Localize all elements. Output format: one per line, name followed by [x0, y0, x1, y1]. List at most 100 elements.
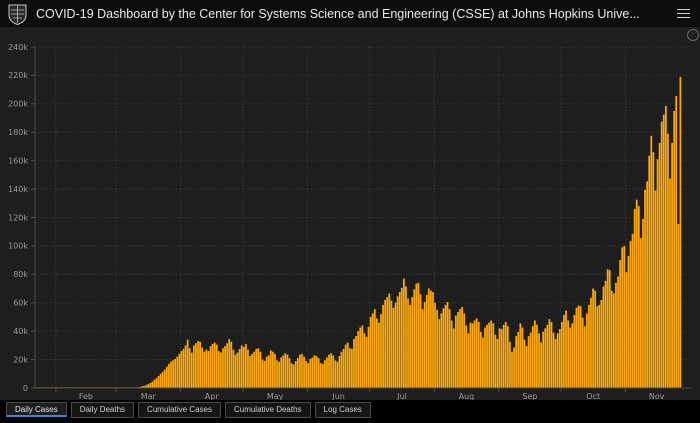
- axis-tick-labels: 0 20k 40k 60k 80k 100k 120k 140k 160k 180k 200k 220…: [8, 43, 665, 400]
- bar: [561, 321, 563, 388]
- y-tick-label: 80k: [13, 270, 28, 279]
- bar: [390, 300, 393, 388]
- bar: [465, 325, 468, 388]
- bar: [623, 245, 626, 388]
- bar: [178, 353, 181, 388]
- y-tick-label: 240k: [8, 43, 28, 52]
- bar: [336, 361, 339, 388]
- tab-log-cases[interactable]: Log Cases: [314, 402, 371, 418]
- bar: [540, 342, 542, 388]
- bar: [174, 358, 177, 388]
- tab-daily-cases[interactable]: Daily Cases: [6, 402, 67, 417]
- bar: [386, 297, 389, 388]
- y-tick-label: 220k: [8, 71, 28, 80]
- bar: [417, 282, 420, 388]
- bar: [519, 323, 522, 388]
- hamburger-menu-icon[interactable]: [675, 7, 692, 21]
- bar: [301, 353, 303, 388]
- bar: [269, 350, 272, 388]
- bar: [488, 322, 490, 388]
- bar: [627, 255, 630, 388]
- bar: [615, 282, 617, 388]
- bar: [579, 306, 582, 388]
- bar: [640, 238, 642, 388]
- bar: [504, 321, 507, 388]
- y-tick-label: 120k: [8, 213, 28, 222]
- bar: [430, 290, 432, 388]
- bar: [197, 341, 199, 388]
- bar: [556, 333, 559, 388]
- bar: [629, 240, 632, 388]
- tab-daily-deaths[interactable]: Daily Deaths: [70, 402, 135, 418]
- bar: [286, 354, 289, 388]
- bar: [569, 327, 572, 388]
- bar: [151, 381, 154, 388]
- tab-cumulative-cases[interactable]: Cumulative Cases: [138, 402, 221, 418]
- bar: [675, 96, 678, 389]
- bar: [635, 199, 638, 388]
- bar: [351, 348, 353, 388]
- bar: [440, 313, 443, 388]
- bar: [217, 351, 220, 388]
- tab-cumulative-deaths[interactable]: Cumulative Deaths: [224, 402, 311, 418]
- chart-options-icon[interactable]: ◦: [687, 29, 699, 41]
- bar: [317, 358, 320, 388]
- bar: [384, 299, 387, 388]
- bar: [342, 348, 345, 388]
- bar: [648, 155, 651, 388]
- bar: [409, 304, 411, 388]
- bar: [398, 292, 401, 388]
- bar: [407, 298, 409, 388]
- y-tick-label: 40k: [13, 327, 28, 336]
- bar: [145, 385, 147, 388]
- bar: [213, 342, 216, 388]
- bar: [159, 373, 162, 388]
- bar: [215, 344, 218, 388]
- bar: [596, 306, 599, 388]
- bar: [448, 309, 451, 388]
- bar: [411, 297, 414, 388]
- bar: [359, 327, 362, 388]
- x-tick-label: May: [267, 392, 284, 400]
- bar: [282, 355, 285, 388]
- bar: [454, 315, 457, 388]
- x-tick-label: Apr: [205, 392, 220, 400]
- bar: [523, 339, 526, 388]
- bar: [656, 159, 659, 388]
- bar: [413, 289, 416, 388]
- bar: [153, 379, 156, 388]
- bar: [621, 247, 624, 388]
- bar: [355, 336, 357, 388]
- bar: [662, 114, 665, 389]
- bar-series-daily-cases[interactable]: [35, 76, 682, 389]
- bar: [563, 314, 565, 388]
- bar: [307, 363, 310, 388]
- bar: [170, 361, 172, 388]
- bar: [357, 331, 360, 388]
- bar: [255, 348, 258, 388]
- bar: [444, 304, 447, 388]
- bar: [419, 294, 422, 389]
- bar: [226, 343, 229, 388]
- bar: [496, 338, 499, 388]
- bar: [577, 305, 580, 388]
- bar: [590, 297, 592, 388]
- bar: [328, 354, 330, 388]
- bar: [517, 331, 520, 388]
- bar: [436, 309, 439, 388]
- bar: [500, 329, 503, 388]
- bar: [669, 178, 671, 388]
- y-tick-label: 0: [23, 384, 28, 393]
- bar: [633, 208, 636, 388]
- daily-cases-bar-chart[interactable]: 0 20k 40k 60k 80k 100k 120k 140k 160k 180k 200k 220…: [0, 27, 700, 400]
- bar: [552, 332, 555, 388]
- bar: [292, 364, 295, 388]
- bar: [369, 316, 372, 388]
- bar: [660, 121, 663, 388]
- bar: [637, 206, 640, 388]
- bar: [463, 313, 466, 388]
- bar: [502, 324, 505, 388]
- bar: [484, 327, 486, 388]
- bar: [583, 326, 586, 388]
- bar: [184, 345, 187, 389]
